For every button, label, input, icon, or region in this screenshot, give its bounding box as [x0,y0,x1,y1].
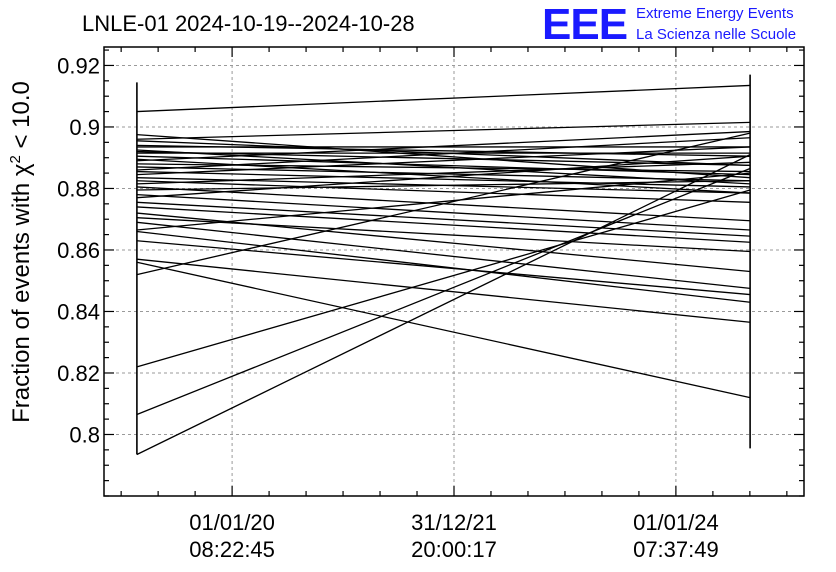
chart-title: LNLE-01 2024-10-19--2024-10-28 [82,11,415,36]
series [136,74,751,456]
y-tick-label-3: 0.86 [57,238,100,263]
logo-mark: EEE [542,0,627,49]
y-tick-label-4: 0.88 [57,176,100,201]
series-line-28 [136,155,751,176]
y-axis-label: Fraction of events with χ2 < 10.0 [7,81,35,423]
x-tick-label-date-0: 01/01/20 [189,510,275,535]
eee-logo: EEE Extreme Energy Events La Scienza nel… [542,0,796,49]
series-line-1 [136,167,751,416]
series-line-30 [136,150,751,167]
series-line-27 [136,158,751,194]
series-line-11 [136,212,751,273]
series-line-6 [136,240,751,296]
logo-line-1: Extreme Energy Events [636,5,794,22]
series-line-33 [136,144,751,157]
y-tick-label-5: 0.9 [69,115,100,140]
series-line-9 [136,221,751,290]
logo-line-2: La Scienza nelle Scuole [636,26,796,43]
series-line-21 [136,146,751,176]
y-axis-label-suffix: < 10.0 [8,81,35,155]
y-tick-label-6: 0.92 [57,53,100,78]
series-line-4 [136,261,751,399]
y-axis-label-chi: χ [8,163,35,176]
grid [104,47,804,496]
x-tick-label-date-2: 01/01/24 [633,510,719,535]
x-tick-label-time-2: 07:37:49 [633,537,719,562]
axis-ticks [104,47,804,497]
y-tick-label-1: 0.82 [57,361,100,386]
plot-frame [103,46,805,497]
series-line-35 [136,121,751,140]
y-tick-label-0: 0.8 [69,422,100,447]
x-tick-label-time-1: 20:00:17 [411,537,497,562]
series-line-22 [136,170,751,188]
series-line-20 [136,177,751,194]
series-line-31 [136,149,751,185]
series-line-19 [136,180,751,203]
series-line-0 [136,154,751,456]
series-line-12 [136,206,751,243]
series-line-2 [136,189,751,368]
series-line-10 [136,217,751,253]
y-axis-label-exp: 2 [7,155,24,163]
series-line-15 [136,193,751,231]
series-line-7 [136,230,751,303]
series-line-37 [136,84,751,113]
y-axis-label-prefix: Fraction of events with [8,176,35,423]
series-line-17 [136,186,751,222]
tick-labels: 0.8 0.82 0.84 0.86 0.88 0.9 0.92 01/01/2008:22:… [57,53,719,562]
y-tick-label-2: 0.84 [57,299,100,324]
series-line-13 [136,201,751,237]
series-line-5 [136,258,751,323]
x-tick-label-date-1: 31/12/21 [411,510,497,535]
series-line-36 [136,133,751,179]
series-line-34 [136,140,751,167]
x-tick-label-time-0: 08:22:45 [189,537,275,562]
